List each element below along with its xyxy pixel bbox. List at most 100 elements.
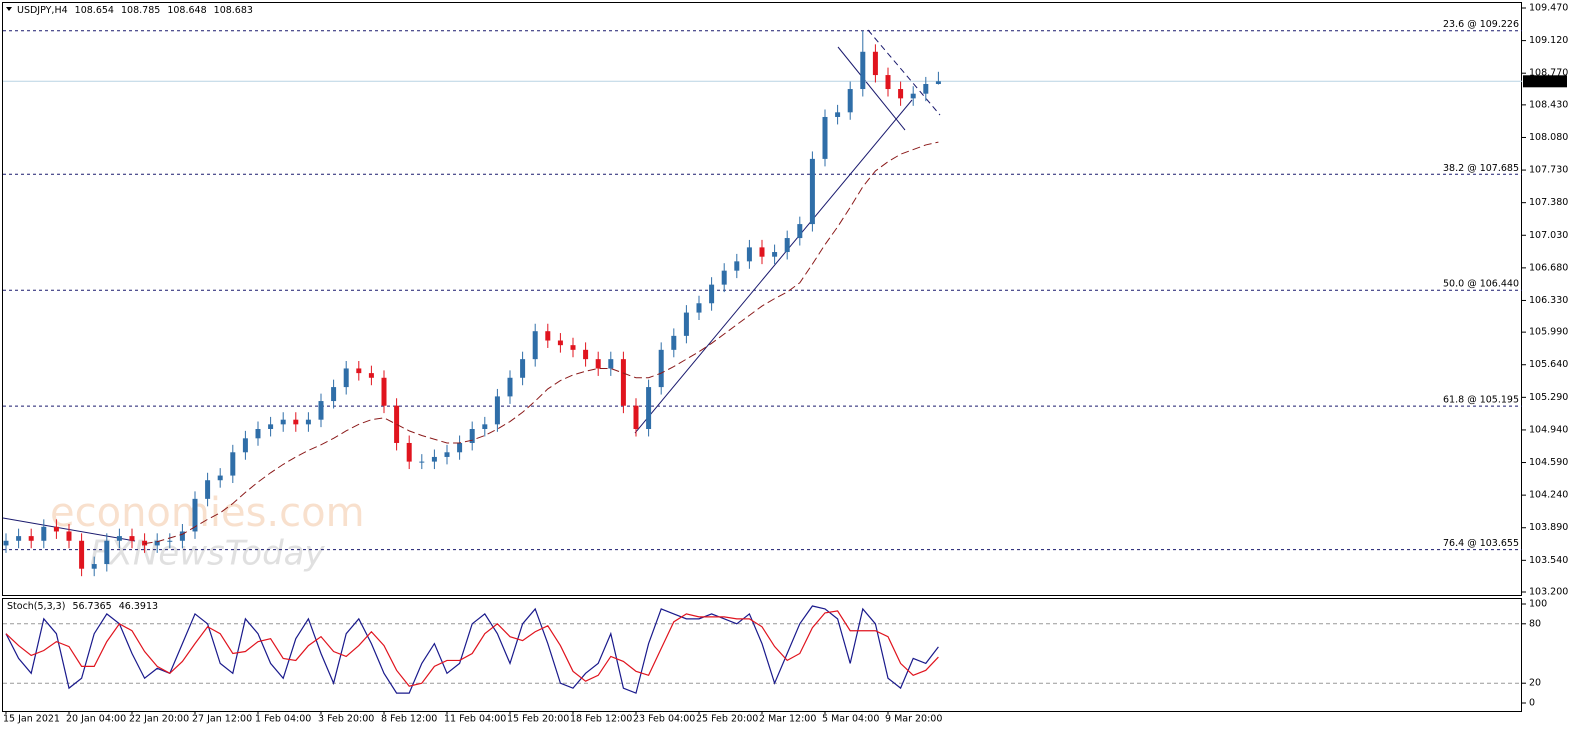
- candle-body: [671, 335, 677, 350]
- candle-body: [784, 238, 790, 253]
- candle-body: [242, 438, 248, 453]
- candle-body: [381, 377, 387, 406]
- candle-body: [53, 526, 59, 532]
- candle-body: [721, 270, 727, 285]
- candle-body: [66, 531, 72, 541]
- y-tick-label: 108.080: [1529, 132, 1568, 143]
- candle-body: [898, 89, 904, 99]
- current-price-box: [1523, 75, 1567, 88]
- y-tick-label: 103.890: [1529, 522, 1568, 533]
- fib-level-label: 23.6 @ 109.226: [1443, 19, 1519, 30]
- x-tick-label: 23 Feb 04:00: [633, 714, 695, 725]
- x-tick-label: 1 Feb 04:00: [255, 714, 311, 725]
- candle-body: [167, 540, 173, 542]
- y-tick-label: 109.470: [1529, 3, 1568, 14]
- candle-body: [482, 424, 488, 430]
- candle-body: [91, 564, 97, 569]
- stoch-name: Stoch(5,3,3): [7, 601, 65, 612]
- candle-body: [280, 419, 286, 425]
- candle-body: [885, 75, 891, 90]
- y-tick-label: 105.640: [1529, 359, 1568, 370]
- candle-body: [746, 247, 752, 262]
- candle-body: [293, 419, 299, 425]
- menu-arrow[interactable]: [6, 7, 12, 11]
- candle-body: [129, 536, 135, 541]
- fib-level-label: 61.8 @ 105.195: [1443, 395, 1519, 406]
- x-tick-label: 2 Mar 12:00: [759, 714, 816, 725]
- candle-body: [935, 81, 941, 85]
- candle-body: [822, 116, 828, 159]
- candle-body: [860, 51, 866, 90]
- x-tick-label: 5 Mar 04:00: [822, 714, 879, 725]
- candle-body: [217, 475, 223, 481]
- x-tick-label: 15 Jan 2021: [3, 714, 60, 725]
- candle-body: [847, 89, 853, 113]
- candle-body: [608, 359, 614, 369]
- stoch-line: [5, 610, 939, 687]
- candle-body: [658, 349, 664, 388]
- candle-body: [545, 331, 551, 341]
- x-tick-label: 15 Feb 20:00: [507, 714, 569, 725]
- stoch-main-value: 56.7365: [72, 601, 111, 612]
- candle-body: [709, 284, 715, 304]
- candle-body: [910, 93, 916, 99]
- candle-body: [268, 424, 274, 430]
- candle-body: [16, 536, 22, 541]
- candle-body: [79, 540, 85, 569]
- candle-body: [646, 387, 652, 430]
- x-tick-label: 27 Jan 12:00: [192, 714, 252, 725]
- main-panel-frame: [2, 2, 1522, 596]
- x-tick-label: 3 Feb 20:00: [318, 714, 374, 725]
- candle-body: [331, 387, 337, 402]
- stoch-y-tick-label: 100: [1529, 599, 1547, 610]
- stoch-y-tick-label: 0: [1529, 698, 1535, 709]
- candle-body: [683, 312, 689, 336]
- stoch-signal-value: 46.3913: [119, 601, 158, 612]
- fib-level-label: 50.0 @ 106.440: [1443, 279, 1519, 290]
- x-tick-label: 20 Jan 04:00: [66, 714, 126, 725]
- x-tick-label: 9 Mar 20:00: [885, 714, 942, 725]
- x-tick-label: 18 Feb 12:00: [570, 714, 632, 725]
- candle-body: [431, 456, 437, 462]
- candle-body: [154, 540, 160, 546]
- stoch-y-tick-label: 80: [1529, 618, 1541, 629]
- candle-body: [734, 261, 740, 271]
- y-tick-label: 107.030: [1529, 230, 1568, 241]
- candle-body: [305, 419, 311, 425]
- candle-body: [192, 498, 198, 532]
- candle-body: [104, 540, 110, 565]
- candle-body: [835, 112, 841, 117]
- trend-line: [634, 99, 913, 434]
- candle-body: [41, 526, 47, 541]
- channel-line: [837, 46, 906, 131]
- candle-body: [557, 340, 563, 346]
- candle-body: [116, 536, 122, 541]
- candle-body: [419, 461, 425, 463]
- x-tick-label: 22 Jan 20:00: [129, 714, 189, 725]
- candle-body: [406, 442, 412, 462]
- candle-body: [595, 359, 601, 369]
- x-tick-label: 25 Feb 20:00: [696, 714, 758, 725]
- y-tick-label: 106.680: [1529, 262, 1568, 273]
- channel-line: [867, 29, 941, 116]
- header-open: 108.654: [75, 5, 114, 16]
- candle-body: [343, 368, 349, 388]
- candle-body: [633, 405, 639, 430]
- candle-body: [356, 368, 362, 374]
- stoch-line: [5, 605, 939, 694]
- candle-body: [872, 51, 878, 76]
- y-tick-label: 103.540: [1529, 555, 1568, 566]
- moving-average: [144, 141, 939, 545]
- candle-body: [583, 349, 589, 360]
- y-tick-label: 109.120: [1529, 35, 1568, 46]
- current-price-label: 108.683: [1527, 76, 1566, 87]
- candle-body: [469, 429, 475, 443]
- candle-body: [809, 158, 815, 225]
- header-high: 108.785: [121, 5, 160, 16]
- candle-body: [570, 345, 576, 350]
- candle-body: [532, 331, 538, 360]
- fib-level-label: 38.2 @ 107.685: [1443, 163, 1519, 174]
- y-tick-label: 106.330: [1529, 295, 1568, 306]
- candle-body: [620, 359, 626, 406]
